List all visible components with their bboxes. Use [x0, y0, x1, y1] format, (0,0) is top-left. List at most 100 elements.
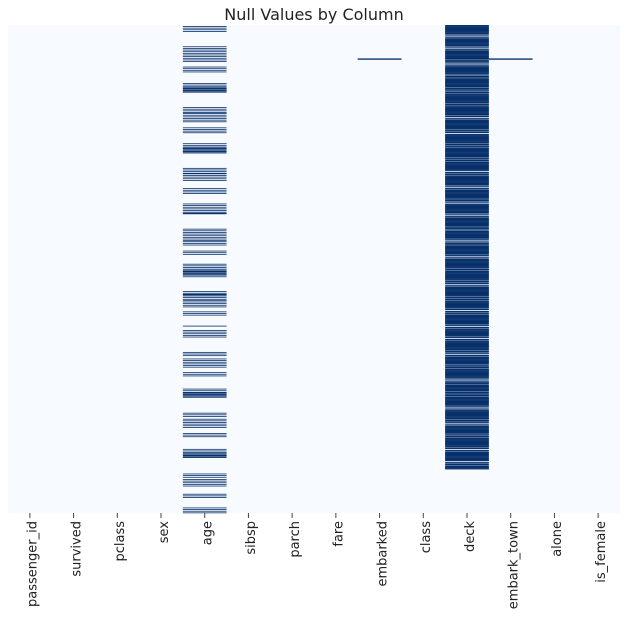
null-cell: [445, 376, 489, 377]
null-cell: [182, 213, 227, 215]
null-cell: [445, 239, 489, 240]
x-tick-label: age: [201, 521, 216, 545]
null-cell: [445, 55, 489, 56]
null-cell: [445, 229, 489, 231]
null-cell: [445, 95, 489, 96]
null-cell: [445, 318, 489, 320]
null-cell: [445, 154, 489, 156]
null-cell: [445, 232, 489, 233]
null-cell: [445, 43, 489, 44]
null-cell: [182, 149, 227, 151]
null-cell: [445, 281, 489, 283]
null-cell: [445, 54, 489, 55]
null-cell: [445, 288, 489, 290]
null-cell: [357, 58, 402, 60]
null-cell: [445, 273, 489, 274]
null-cell: [445, 320, 489, 322]
null-cell: [445, 131, 489, 133]
null-cell: [445, 432, 489, 434]
null-cell: [445, 274, 489, 276]
null-cell: [445, 313, 489, 315]
null-cell: [445, 165, 489, 167]
null-cell: [445, 404, 489, 406]
null-cell: [445, 226, 489, 227]
null-cell: [445, 455, 489, 457]
null-cell: [445, 456, 489, 458]
null-cell: [445, 358, 489, 359]
null-cell: [182, 253, 227, 255]
null-cell: [445, 255, 489, 256]
null-cell: [182, 107, 227, 108]
null-cell: [182, 363, 227, 365]
null-cell: [445, 150, 489, 152]
null-cell: [445, 137, 489, 139]
null-cell: [445, 103, 489, 105]
null-cell: [445, 259, 489, 261]
null-cell: [182, 71, 227, 73]
null-cell: [182, 301, 227, 303]
null-cell: [445, 354, 489, 356]
null-cell: [445, 307, 489, 308]
null-cell: [445, 172, 489, 174]
null-cell: [445, 321, 489, 323]
null-cell: [445, 289, 489, 291]
null-cell: [445, 178, 489, 180]
null-cell: [445, 198, 489, 199]
null-cell: [445, 384, 489, 386]
null-cell: [445, 459, 489, 461]
null-cell: [445, 352, 489, 354]
null-cell: [445, 315, 489, 317]
null-cell: [445, 229, 489, 231]
null-cell: [445, 194, 489, 196]
null-cell: [445, 333, 489, 335]
null-cell: [445, 398, 489, 400]
null-cell: [445, 91, 489, 93]
null-cell: [445, 468, 489, 469]
null-cell: [445, 360, 489, 361]
null-cell: [182, 366, 227, 368]
null-cell: [182, 250, 227, 252]
null-cell: [445, 150, 489, 152]
null-cell: [445, 216, 489, 217]
null-cell: [182, 476, 227, 478]
null-cell: [445, 339, 489, 341]
null-cell: [445, 210, 489, 211]
null-cell: [445, 245, 489, 246]
null-cell: [445, 74, 489, 76]
x-tick-label: passenger_id: [26, 521, 41, 607]
null-cell: [182, 274, 227, 276]
null-cell: [445, 323, 489, 325]
null-cell: [445, 92, 489, 94]
null-cell: [445, 236, 489, 238]
null-cell: [182, 144, 227, 146]
null-cell: [445, 67, 489, 69]
null-cell: [445, 422, 489, 424]
null-cell: [445, 162, 489, 164]
null-cell: [445, 343, 489, 345]
null-cell: [445, 348, 489, 349]
null-cell: [445, 206, 489, 208]
null-cell: [182, 148, 227, 150]
null-cell: [445, 270, 489, 272]
null-cell: [182, 132, 227, 134]
null-cell: [182, 396, 227, 398]
null-cell: [445, 322, 489, 324]
null-cell: [445, 440, 489, 442]
null-cell: [182, 147, 227, 149]
null-cell: [445, 328, 489, 330]
null-cell: [445, 73, 489, 74]
null-cell: [182, 333, 227, 335]
null-cell: [182, 433, 227, 434]
null-cell: [182, 176, 227, 178]
null-cell: [182, 54, 227, 56]
null-cell: [445, 200, 489, 202]
null-cell: [445, 343, 489, 345]
null-cell: [445, 371, 489, 372]
null-cell: [445, 321, 489, 323]
null-cell: [445, 331, 489, 333]
null-cell: [182, 395, 227, 397]
null-cell: [445, 416, 489, 418]
null-cell: [445, 140, 489, 142]
null-cell: [182, 509, 227, 510]
